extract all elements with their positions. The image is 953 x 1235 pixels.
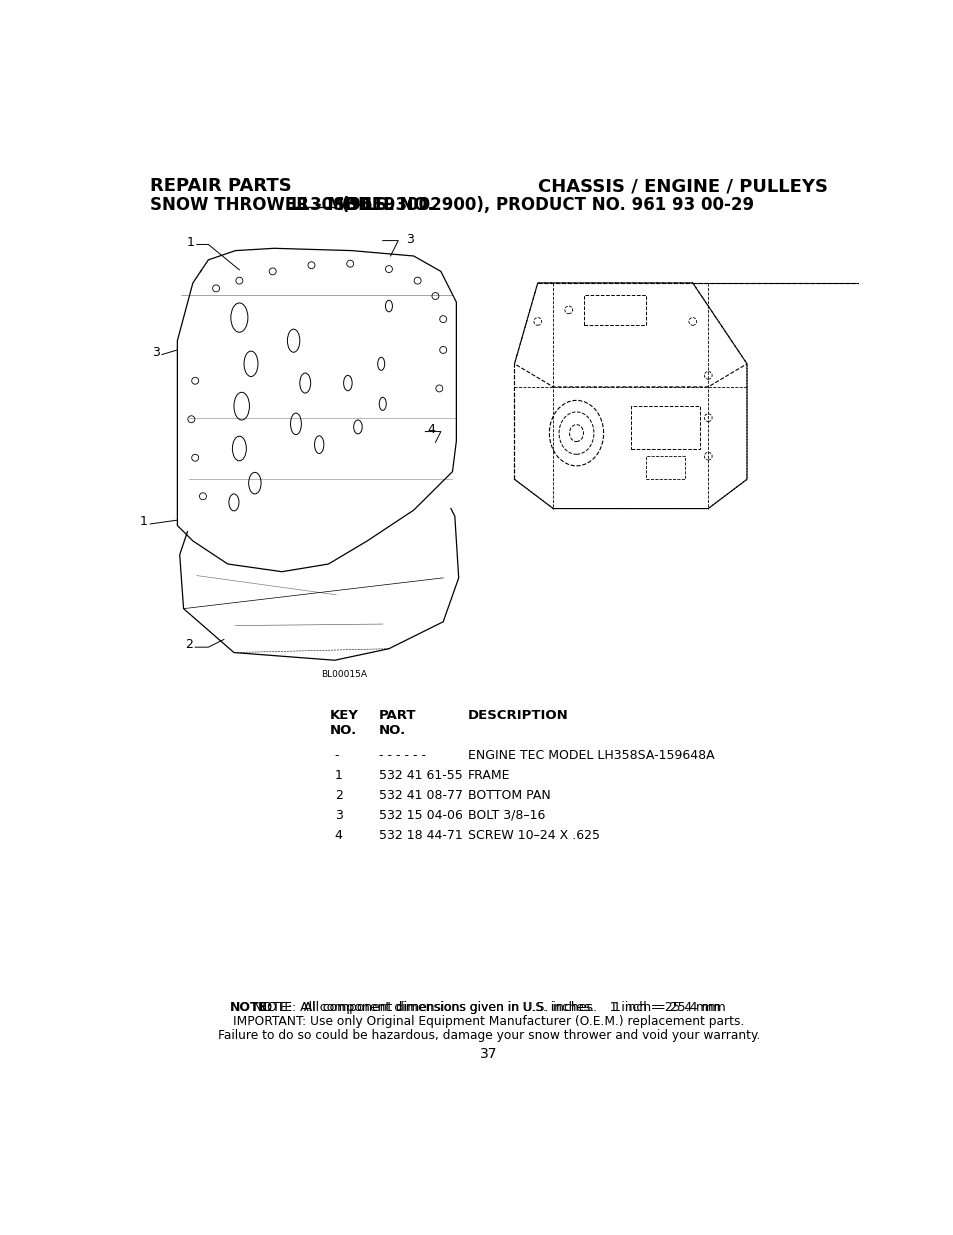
Circle shape [192,377,198,384]
Ellipse shape [233,436,246,461]
Circle shape [436,385,442,391]
Circle shape [235,277,243,284]
Text: 532 15 04-06: 532 15 04-06 [378,809,462,821]
Ellipse shape [549,400,603,466]
Text: 37: 37 [479,1047,497,1061]
Text: SNOW THROWER - MODEL NO.: SNOW THROWER - MODEL NO. [150,196,439,214]
Circle shape [385,266,392,273]
Bar [645,456,684,479]
Ellipse shape [558,412,594,454]
Circle shape [346,261,354,267]
Text: Failure to do so could be hazardous, damage your snow thrower and void your warr: Failure to do so could be hazardous, dam… [217,1029,760,1042]
Text: 1: 1 [187,236,194,248]
Text: PART
NO.: PART NO. [378,709,416,737]
Text: 4: 4 [335,829,342,842]
Circle shape [703,452,711,461]
Text: (96193002900), PRODUCT NO. 961 93 00-29: (96193002900), PRODUCT NO. 961 93 00-29 [335,196,754,214]
Circle shape [439,347,446,353]
Circle shape [269,268,276,275]
Text: FRAME: FRAME [468,769,510,782]
Text: BOLT 3/8–16: BOLT 3/8–16 [468,809,545,821]
Ellipse shape [233,393,249,420]
Text: 4: 4 [427,422,436,436]
Ellipse shape [287,330,299,352]
Circle shape [199,493,206,500]
Bar [630,406,700,448]
Text: SCREW 10–24 X .625: SCREW 10–24 X .625 [468,829,599,842]
Bar [583,294,645,325]
Text: -: - [335,748,339,762]
Circle shape [192,454,198,461]
Ellipse shape [377,357,384,370]
Ellipse shape [354,420,362,433]
Text: DESCRIPTION: DESCRIPTION [468,709,568,721]
Ellipse shape [569,425,583,442]
Ellipse shape [385,300,392,311]
Circle shape [626,306,634,314]
Circle shape [439,316,446,322]
Text: NOTE:  All component dimensions given in U.S. inches.    1 inch = 25.4 mm: NOTE: All component dimensions given in … [253,1002,724,1014]
Text: NOTE:  All component dimensions given in U.S. inches.    1 inch = 25.4 mm: NOTE: All component dimensions given in … [257,1002,720,1014]
Ellipse shape [231,303,248,332]
Text: 3: 3 [406,232,414,246]
Text: IMPORTANT: Use only Original Equipment Manufacturer (O.E.M.) replacement parts.: IMPORTANT: Use only Original Equipment M… [233,1015,744,1029]
Text: 2: 2 [185,638,193,651]
Circle shape [534,317,541,325]
Text: 532 41 08-77: 532 41 08-77 [378,789,462,802]
Text: NOTE:: NOTE: [230,1002,274,1014]
Ellipse shape [343,375,352,390]
Ellipse shape [291,412,301,435]
Circle shape [308,262,314,269]
Text: BL00015A: BL00015A [320,671,367,679]
Circle shape [564,306,572,314]
Text: 3: 3 [335,809,342,821]
Circle shape [213,285,219,291]
Circle shape [432,293,438,300]
Text: 1130SB-LS: 1130SB-LS [287,196,387,214]
Text: ENGINE TEC MODEL LH358SA-159648A: ENGINE TEC MODEL LH358SA-159648A [468,748,714,762]
Text: 532 18 44-71: 532 18 44-71 [378,829,462,842]
Text: BOTTOM PAN: BOTTOM PAN [468,789,550,802]
Text: CHASSIS / ENGINE / PULLEYS: CHASSIS / ENGINE / PULLEYS [537,178,827,195]
Text: 1: 1 [140,515,148,529]
Ellipse shape [244,351,257,377]
Ellipse shape [229,494,239,511]
Text: KEY
NO.: KEY NO. [330,709,358,737]
Circle shape [188,416,194,422]
Ellipse shape [314,436,323,453]
Circle shape [414,277,420,284]
Ellipse shape [249,472,261,494]
Circle shape [703,414,711,421]
Circle shape [688,317,696,325]
Text: REPAIR PARTS: REPAIR PARTS [150,178,292,195]
Text: 1: 1 [335,769,342,782]
Ellipse shape [379,398,386,410]
Text: - - - - - -: - - - - - - [378,748,425,762]
Text: 2: 2 [335,789,342,802]
Ellipse shape [299,373,311,393]
Circle shape [703,372,711,379]
Text: 532 41 61-55: 532 41 61-55 [378,769,462,782]
Text: 3: 3 [152,346,159,358]
